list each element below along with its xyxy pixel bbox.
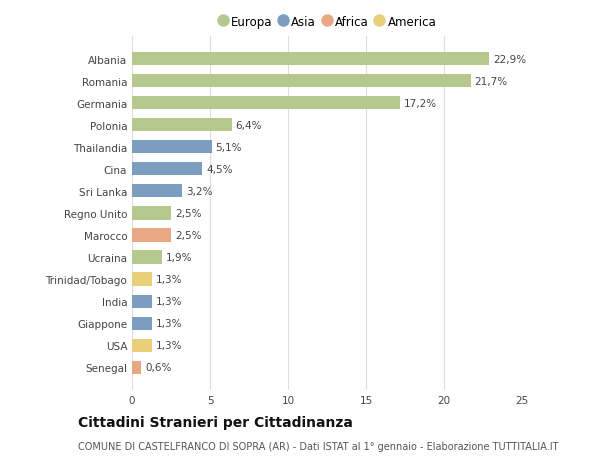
Bar xyxy=(132,339,152,352)
Text: 21,7%: 21,7% xyxy=(475,76,508,86)
Bar xyxy=(132,207,171,220)
Bar xyxy=(132,317,152,330)
Bar xyxy=(132,229,171,242)
Bar xyxy=(132,75,470,88)
Text: 2,5%: 2,5% xyxy=(175,230,202,241)
Text: 1,3%: 1,3% xyxy=(156,341,182,351)
Legend: Europa, Asia, Africa, America: Europa, Asia, Africa, America xyxy=(213,11,441,33)
Bar xyxy=(132,273,152,286)
Text: 0,6%: 0,6% xyxy=(145,363,172,372)
Text: 6,4%: 6,4% xyxy=(236,120,262,130)
Text: 3,2%: 3,2% xyxy=(186,186,212,196)
Bar xyxy=(132,97,400,110)
Text: 17,2%: 17,2% xyxy=(404,98,437,108)
Bar xyxy=(132,185,182,198)
Bar xyxy=(132,295,152,308)
Bar xyxy=(132,251,161,264)
Text: COMUNE DI CASTELFRANCO DI SOPRA (AR) - Dati ISTAT al 1° gennaio - Elaborazione T: COMUNE DI CASTELFRANCO DI SOPRA (AR) - D… xyxy=(78,441,559,451)
Text: 1,3%: 1,3% xyxy=(156,297,182,307)
Text: 4,5%: 4,5% xyxy=(206,164,233,174)
Bar xyxy=(132,361,142,374)
Text: 22,9%: 22,9% xyxy=(493,55,526,64)
Bar xyxy=(132,141,212,154)
Text: 1,9%: 1,9% xyxy=(166,252,192,263)
Text: Cittadini Stranieri per Cittadinanza: Cittadini Stranieri per Cittadinanza xyxy=(78,415,353,429)
Text: 2,5%: 2,5% xyxy=(175,208,202,218)
Bar xyxy=(132,119,232,132)
Text: 1,3%: 1,3% xyxy=(156,319,182,329)
Bar xyxy=(132,53,489,66)
Text: 5,1%: 5,1% xyxy=(215,142,242,152)
Text: 1,3%: 1,3% xyxy=(156,274,182,285)
Bar xyxy=(132,163,202,176)
